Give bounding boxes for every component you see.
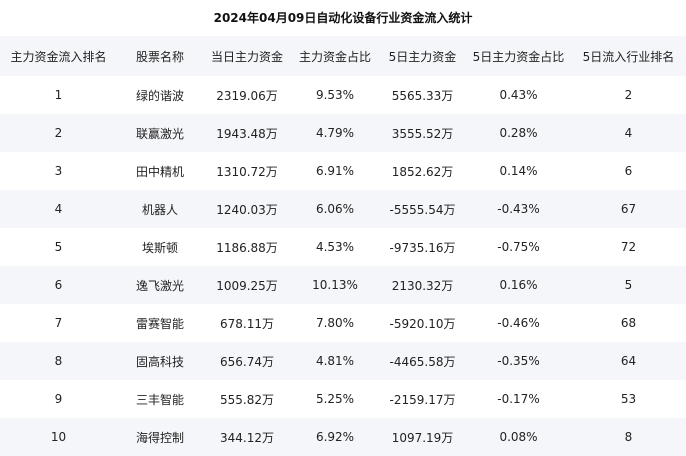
cell-5day-main-fund: 3555.52万: [391, 126, 454, 141]
cell-5day-main-fund-ratio: -0.46%: [497, 316, 540, 330]
cell-5day-industry-rank: 68: [620, 316, 637, 330]
cell-main-fund-ratio: 4.79%: [315, 126, 355, 140]
cell-5day-industry-rank: 8: [624, 430, 633, 444]
cell-daily-main-fund: 344.12万: [220, 430, 274, 445]
cell-daily-main-fund: 555.82万: [220, 392, 274, 407]
cell-main-fund-ratio: 9.53%: [315, 88, 355, 102]
header-rank: 主力资金流入排名: [10, 49, 107, 64]
cell-5day-main-fund-ratio: 0.14%: [499, 164, 538, 178]
table-row: 7 雷赛智能 678.11万 7.80% -5920.10万 -0.46% 68: [0, 304, 686, 342]
cell-rank: 4: [54, 202, 63, 216]
header-main-fund-ratio: 主力资金占比: [298, 49, 371, 64]
cell-5day-industry-rank: 6: [624, 164, 633, 178]
cell-rank: 7: [54, 316, 63, 330]
cell-5day-main-fund: 1097.19万: [391, 430, 454, 445]
cell-5day-main-fund: -2159.17万: [389, 392, 456, 407]
cell-5day-main-fund: -5920.10万: [389, 316, 456, 331]
cell-main-fund-ratio: 6.92%: [315, 430, 355, 444]
table-row: 3 田中精机 1310.72万 6.91% 1852.62万 0.14% 6: [0, 152, 686, 190]
cell-5day-industry-rank: 72: [620, 240, 637, 254]
table-row: 6 逸飞激光 1009.25万 10.13% 2130.32万 0.16% 5: [0, 266, 686, 304]
cell-daily-main-fund: 678.11万: [220, 316, 274, 331]
cell-main-fund-ratio: 6.91%: [315, 164, 355, 178]
table-row: 4 机器人 1240.03万 6.06% -5555.54万 -0.43% 67: [0, 190, 686, 228]
cell-5day-main-fund-ratio: 0.43%: [499, 88, 538, 102]
cell-5day-industry-rank: 53: [620, 392, 637, 406]
cell-main-fund-ratio: 4.53%: [315, 240, 355, 254]
table-row: 9 三丰智能 555.82万 5.25% -2159.17万 -0.17% 53: [0, 380, 686, 418]
cell-stock-name: 海得控制: [135, 430, 184, 445]
cell-5day-main-fund-ratio: -0.17%: [497, 392, 540, 406]
cell-5day-industry-rank: 4: [624, 126, 633, 140]
cell-daily-main-fund: 1310.72万: [216, 164, 278, 179]
cell-5day-industry-rank: 67: [620, 202, 637, 216]
header-stock-name: 股票名称: [135, 49, 184, 64]
cell-stock-name: 田中精机: [135, 164, 184, 179]
cell-rank: 8: [54, 354, 63, 368]
cell-5day-main-fund: -4465.58万: [389, 354, 456, 369]
cell-main-fund-ratio: 4.81%: [315, 354, 355, 368]
table-row: 2 联赢激光 1943.48万 4.79% 3555.52万 0.28% 4: [0, 114, 686, 152]
cell-stock-name: 联赢激光: [135, 126, 184, 141]
cell-stock-name: 绿的谐波: [135, 88, 184, 103]
cell-daily-main-fund: 2319.06万: [216, 88, 278, 103]
cell-stock-name: 机器人: [141, 202, 178, 217]
cell-5day-industry-rank: 64: [620, 354, 637, 368]
cell-daily-main-fund: 656.74万: [220, 354, 274, 369]
cell-stock-name: 逸飞激光: [135, 278, 184, 293]
cell-main-fund-ratio: 5.25%: [315, 392, 355, 406]
cell-daily-main-fund: 1943.48万: [216, 126, 278, 141]
cell-5day-main-fund: -9735.16万: [389, 240, 456, 255]
table-row: 8 固高科技 656.74万 4.81% -4465.58万 -0.35% 64: [0, 342, 686, 380]
cell-daily-main-fund: 1240.03万: [216, 202, 278, 217]
cell-main-fund-ratio: 10.13%: [312, 278, 358, 292]
cell-stock-name: 埃斯顿: [141, 240, 178, 255]
cell-rank: 2: [54, 126, 63, 140]
cell-5day-industry-rank: 5: [624, 278, 633, 292]
cell-5day-main-fund-ratio: 0.28%: [499, 126, 538, 140]
cell-5day-main-fund-ratio: -0.75%: [497, 240, 540, 254]
cell-5day-main-fund-ratio: -0.35%: [497, 354, 540, 368]
cell-5day-industry-rank: 2: [624, 88, 633, 102]
header-5day-industry-rank: 5日流入行业排名: [582, 49, 675, 64]
cell-5day-main-fund: 2130.32万: [391, 278, 454, 293]
cell-5day-main-fund-ratio: -0.43%: [497, 202, 540, 216]
cell-rank: 3: [54, 164, 63, 178]
cell-5day-main-fund: -5555.54万: [389, 202, 456, 217]
cell-5day-main-fund: 5565.33万: [391, 88, 454, 103]
page-title: 2024年04月09日自动化设备行业资金流入统计: [213, 11, 473, 25]
table-row: 10 海得控制 344.12万 6.92% 1097.19万 0.08% 8: [0, 418, 686, 456]
cell-stock-name: 雷赛智能: [135, 316, 184, 331]
table-row: 5 埃斯顿 1186.88万 4.53% -9735.16万 -0.75% 72: [0, 228, 686, 266]
cell-main-fund-ratio: 7.80%: [315, 316, 355, 330]
cell-rank: 5: [54, 240, 63, 254]
header-5day-main-fund-ratio: 5日主力资金占比: [472, 49, 565, 64]
fund-flow-table: 主力资金流入排名 股票名称 当日主力资金 主力资金占比 5日主力资金 5日主力资…: [0, 36, 686, 456]
cell-rank: 6: [54, 278, 63, 292]
header-5day-main-fund: 5日主力资金: [388, 49, 457, 64]
cell-5day-main-fund-ratio: 0.08%: [499, 430, 538, 444]
cell-rank: 9: [54, 392, 63, 406]
cell-main-fund-ratio: 6.06%: [315, 202, 355, 216]
cell-daily-main-fund: 1009.25万: [216, 278, 278, 293]
cell-rank: 10: [50, 430, 67, 444]
cell-stock-name: 固高科技: [135, 354, 184, 369]
table-header-row: 主力资金流入排名 股票名称 当日主力资金 主力资金占比 5日主力资金 5日主力资…: [0, 36, 686, 76]
cell-daily-main-fund: 1186.88万: [216, 240, 278, 255]
header-daily-main-fund: 当日主力资金: [210, 49, 283, 64]
cell-stock-name: 三丰智能: [135, 392, 184, 407]
cell-5day-main-fund-ratio: 0.16%: [499, 278, 538, 292]
table-row: 1 绿的谐波 2319.06万 9.53% 5565.33万 0.43% 2: [0, 76, 686, 114]
cell-rank: 1: [54, 88, 63, 102]
cell-5day-main-fund: 1852.62万: [391, 164, 454, 179]
